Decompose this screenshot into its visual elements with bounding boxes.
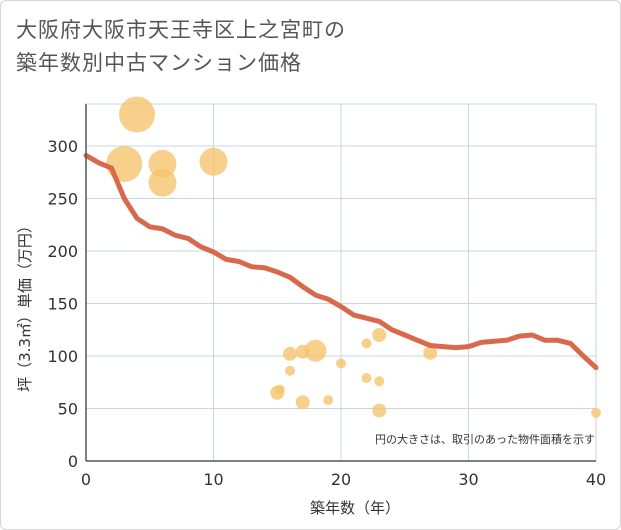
- chart-title: 大阪府大阪市天王寺区上之宮町の 築年数別中古マンション価格: [16, 14, 346, 80]
- x-tick-label: 20: [331, 470, 351, 489]
- scatter-bubble: [119, 96, 155, 133]
- scatter-bubble: [374, 376, 385, 387]
- scatter-bubble: [372, 403, 387, 418]
- y-axis-label: 坪（3.3㎡）単価（万円）: [16, 218, 34, 392]
- scatter-bubble: [285, 365, 295, 376]
- trend-line-layer: [83, 152, 599, 371]
- y-tick-label: 250: [47, 190, 78, 209]
- x-axis-label: 築年数（年）: [310, 499, 400, 517]
- trend-line: [83, 152, 599, 371]
- scatter-bubble: [361, 338, 372, 349]
- y-tick-label: 100: [47, 347, 78, 366]
- x-tick-label: 30: [458, 470, 478, 489]
- y-tick-label: 150: [47, 295, 78, 314]
- x-tick-label: 0: [81, 470, 91, 489]
- scatter-bubble: [372, 328, 387, 342]
- x-tick-label: 40: [586, 470, 606, 489]
- scatter-bubble: [323, 395, 334, 406]
- y-tick-label: 50: [58, 400, 78, 419]
- scatter-bubble: [423, 345, 438, 360]
- y-tick-label: 0: [68, 452, 78, 471]
- scatter-bubble: [283, 346, 297, 361]
- title-line-1: 大阪府大阪市天王寺区上之宮町の: [16, 18, 346, 42]
- scatter-bubble: [148, 168, 177, 197]
- scatter-bubble: [361, 373, 372, 384]
- title-line-2: 築年数別中古マンション価格: [16, 51, 302, 75]
- x-tick-label: 10: [203, 470, 223, 489]
- y-tick-label: 200: [47, 242, 78, 261]
- scatter-bubble: [106, 145, 143, 182]
- scatter-bubble: [591, 407, 601, 418]
- size-annotation: 円の大きさは、取引のあった物件面積を示す: [375, 432, 595, 446]
- grid: [85, 103, 597, 462]
- scatter-bubble: [295, 395, 310, 410]
- bubbles: [106, 96, 601, 418]
- axes: 0 50 100 150 200 250 300 0 10 20 30 40: [47, 104, 606, 489]
- scatter-bubble: [199, 147, 228, 176]
- scatter-bubble: [336, 358, 346, 369]
- y-tick-label: 300: [47, 137, 78, 156]
- scatter-bubble: [304, 339, 327, 362]
- scatter-bubble: [274, 384, 285, 395]
